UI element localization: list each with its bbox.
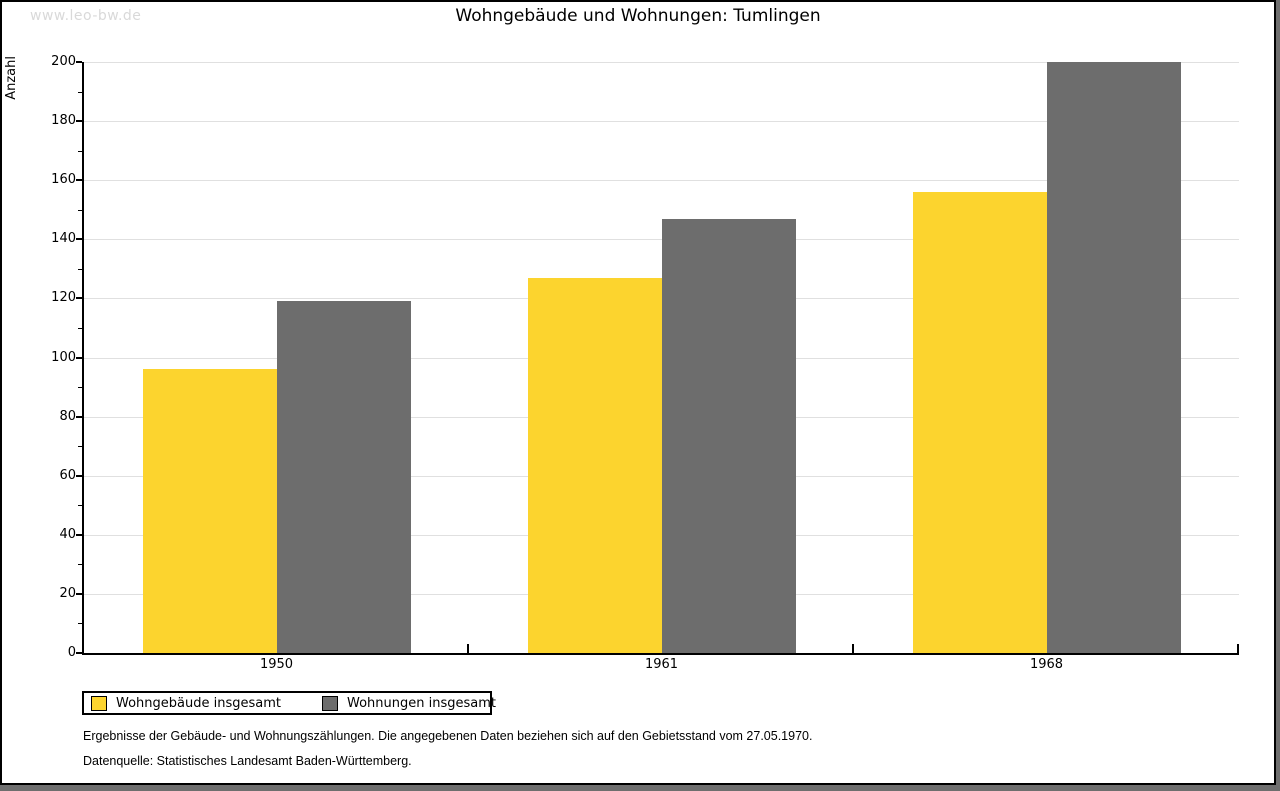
y-major-tick-0	[76, 652, 82, 654]
legend-swatch-yellow-icon	[91, 695, 107, 711]
y-minor-tick-70	[78, 446, 82, 448]
chart-title: Wohngebäude und Wohnungen: Tumlingen	[455, 6, 821, 26]
legend-item-wohnungen: Wohnungen insgesamt	[322, 695, 496, 711]
y-tick-label-120: 120	[51, 290, 76, 306]
y-tick-label-180: 180	[51, 113, 76, 129]
y-minor-tick-110	[78, 327, 82, 329]
y-minor-tick-150	[78, 209, 82, 211]
y-major-tick-160	[76, 179, 82, 182]
y-major-tick-140	[76, 238, 82, 241]
y-tick-label-160: 160	[51, 172, 76, 188]
y-major-tick-120	[76, 297, 82, 300]
y-minor-tick-130	[78, 268, 82, 270]
y-minor-tick-170	[78, 150, 82, 152]
bar-wohngebaeude-1968	[912, 192, 1047, 653]
plot-area: 0 20 40 60 80 100 120 140 160 180 200 1950 1961 1968	[51, 54, 1239, 672]
legend-box: Wohngebäude insgesamt Wohnungen insgesam…	[82, 691, 496, 715]
gridline-y-160	[84, 180, 1239, 182]
y-major-tick-20	[76, 592, 82, 595]
x-separator-tick-1	[467, 644, 469, 653]
y-minor-tick-50	[78, 505, 82, 507]
y-tick-label-20: 20	[59, 585, 76, 601]
y-tick-label-40: 40	[59, 526, 76, 542]
legend-label-wohngebaeude: Wohngebäude insgesamt	[116, 695, 281, 711]
y-tick-label-80: 80	[59, 408, 76, 424]
bar-wohngebaeude-1961	[527, 277, 662, 653]
y-major-tick-100	[76, 356, 82, 359]
legend-label-wohnungen: Wohnungen insgesamt	[347, 695, 496, 711]
y-tick-label-0: 0	[67, 645, 76, 660]
gridline-y-200	[84, 62, 1239, 63]
bar-wohnungen-1961	[661, 218, 796, 653]
x-separator-tick-2	[852, 644, 854, 653]
footer-note: Ergebnisse der Gebäude- und Wohnungszähl…	[83, 729, 813, 743]
y-major-tick-200	[76, 61, 82, 63]
y-tick-label-60: 60	[59, 467, 76, 483]
y-tick-label-200: 200	[51, 54, 76, 69]
x-tick-label-1968: 1968	[1029, 657, 1064, 672]
y-minor-tick-10	[78, 623, 82, 625]
gridline-y-180	[84, 121, 1239, 123]
y-tick-label-100: 100	[51, 349, 76, 365]
bar-wohngebaeude-1950	[142, 369, 277, 653]
y-minor-tick-190	[78, 91, 82, 93]
x-tick-label-1950: 1950	[259, 657, 294, 672]
y-minor-tick-90	[78, 387, 82, 389]
x-separator-tick-3	[1237, 644, 1239, 653]
x-tick-label-1961: 1961	[644, 657, 679, 672]
watermark-leo-bw: www.leo-bw.de	[30, 8, 142, 24]
y-major-tick-40	[76, 533, 82, 536]
bar-wohnungen-1968	[1046, 62, 1181, 653]
legend-item-wohngebaeude: Wohngebäude insgesamt	[91, 695, 281, 711]
bar-wohnungen-1950	[276, 301, 411, 653]
footer-datasource: Datenquelle: Statistisches Landesamt Bad…	[83, 754, 412, 768]
y-major-tick-60	[76, 474, 82, 477]
y-major-tick-80	[76, 415, 82, 418]
y-major-tick-180	[76, 120, 82, 123]
y-minor-tick-30	[78, 564, 82, 566]
legend-swatch-gray-icon	[322, 695, 338, 711]
y-tick-label-140: 140	[51, 231, 76, 247]
